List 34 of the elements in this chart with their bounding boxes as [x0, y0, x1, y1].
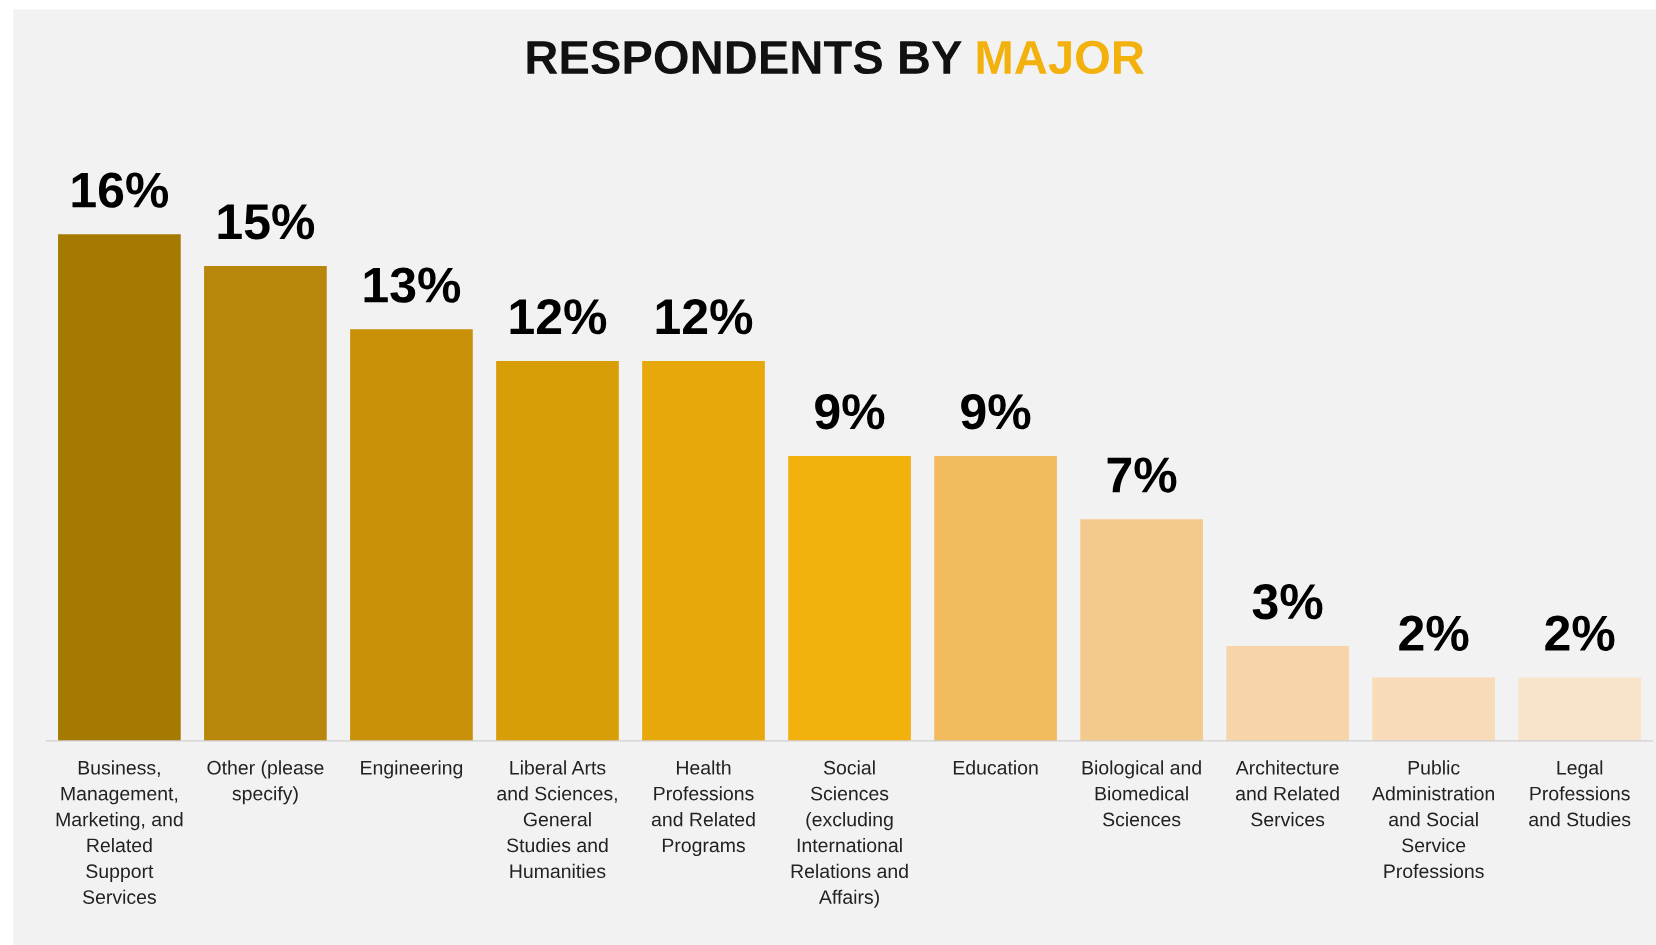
data-label: 7% — [1107, 457, 1177, 493]
x-tick-label: Education — [953, 760, 1038, 775]
x-tick-label: Engineering — [361, 760, 463, 779]
chart-title: RESPONDENTS BY MAJOR — [527, 40, 1145, 75]
bar — [496, 360, 619, 741]
data-label: 9% — [961, 394, 1031, 430]
bar — [204, 266, 327, 741]
bar — [934, 455, 1057, 741]
data-label: 16% — [72, 172, 169, 208]
bar — [788, 455, 911, 741]
bar — [58, 234, 181, 741]
data-label: 13% — [364, 267, 461, 303]
x-tick-label: Other (please specify) — [207, 760, 324, 805]
x-tick-label: Public Administration and Social Service Professions — [1372, 760, 1494, 879]
data-label: 2% — [1399, 615, 1469, 651]
bar — [1080, 519, 1203, 741]
data-label: 15% — [218, 204, 315, 240]
bar — [1518, 677, 1642, 741]
x-tick-label: Health Professions and Related Programs — [651, 760, 755, 857]
x-tick-label: Biological and Biomedical Sciences — [1082, 760, 1201, 827]
data-label: 9% — [815, 394, 885, 430]
x-tick-label: Social Sciences (excluding International Relations and Affairs) — [791, 760, 908, 908]
bar — [1226, 645, 1349, 741]
data-label: 2% — [1545, 615, 1615, 651]
x-tick-label: Architecture and Related Services — [1235, 760, 1339, 827]
data-label: 12% — [656, 299, 753, 335]
data-label: 12% — [510, 299, 607, 335]
bar — [642, 360, 765, 741]
bar — [1372, 677, 1495, 741]
x-tick-label: Liberal Arts and Sciences, General Studies and Humanities — [497, 760, 617, 879]
data-label: 3% — [1252, 583, 1323, 620]
x-tick-label: Legal Professions and Studies — [1529, 760, 1631, 827]
x-tick-label: Business, Management, Marketing, and Related Support Services — [56, 760, 183, 904]
bar — [350, 329, 473, 741]
